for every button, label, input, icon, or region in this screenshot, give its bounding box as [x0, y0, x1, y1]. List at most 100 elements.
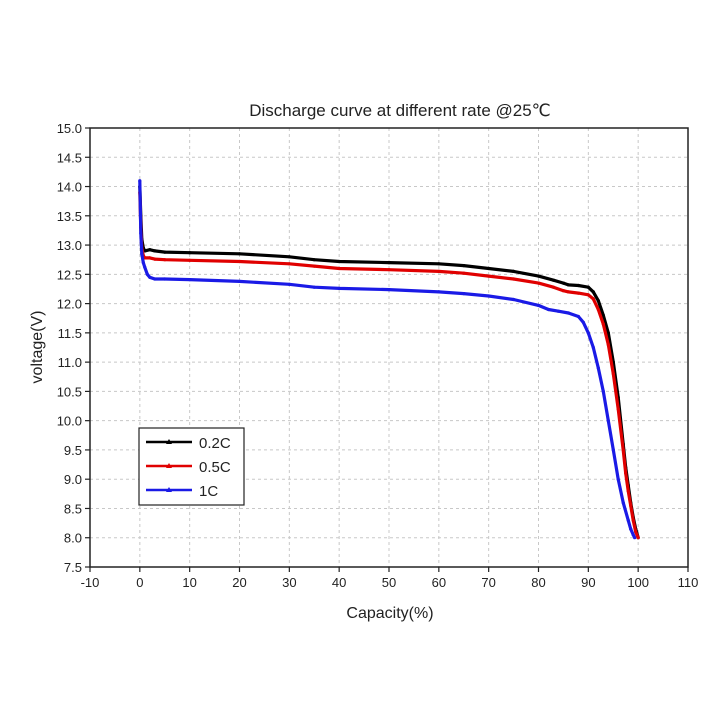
- series-point-02c: [153, 249, 157, 253]
- series-point-1c: [629, 527, 633, 531]
- legend-marker-05c: [166, 463, 172, 468]
- series-point-02c: [163, 250, 167, 254]
- series-point-1c: [611, 448, 615, 452]
- series-point-05c: [148, 256, 152, 260]
- series-point-1c: [140, 252, 144, 256]
- chart-title: Discharge curve at different rate @25℃: [249, 101, 551, 120]
- series-point-1c: [163, 277, 167, 281]
- series-point-02c: [561, 281, 566, 285]
- series-point-1c: [462, 292, 466, 296]
- series-point-1c: [586, 331, 590, 335]
- y-tick-label: 13.0: [57, 238, 82, 253]
- x-axis-label: Capacity(%): [346, 605, 433, 622]
- y-tick-label: 10.5: [57, 384, 82, 399]
- series-point-1c: [511, 297, 516, 302]
- series-point-1c: [139, 231, 143, 235]
- series-point-1c: [337, 286, 341, 290]
- series-point-05c: [624, 471, 628, 475]
- series-point-05c: [487, 274, 491, 278]
- series-layer: [138, 179, 640, 540]
- series-point-1c: [312, 285, 316, 289]
- y-tick-label: 8.0: [64, 531, 82, 546]
- series-point-02c: [148, 248, 152, 252]
- series-point-1c: [188, 278, 192, 282]
- series-point-1c: [633, 536, 637, 540]
- series-point-1c: [153, 277, 157, 281]
- axis-ticks: -10 0 10 20 30 40 50 60 70 80 90 100 110 7.5 8.0 8.5 9.0…: [57, 121, 699, 590]
- series-point-02c: [576, 283, 581, 288]
- x-tick-label: 60: [432, 575, 446, 590]
- series-point-1c: [536, 303, 541, 307]
- series-point-02c: [337, 259, 341, 264]
- y-tick-label: 15.0: [57, 121, 82, 136]
- series-point-1c: [387, 288, 391, 292]
- series-point-02c: [287, 255, 291, 259]
- series-point-05c: [462, 271, 466, 275]
- x-tick-label: 80: [531, 575, 545, 590]
- series-point-05c: [536, 281, 541, 285]
- x-tick-label: 0: [136, 575, 143, 590]
- series-point-05c: [437, 269, 441, 273]
- series-point-1c: [591, 345, 595, 350]
- series-point-1c: [621, 501, 625, 505]
- series-point-1c: [141, 261, 145, 265]
- series-point-1c: [487, 294, 491, 298]
- series-point-02c: [237, 252, 242, 256]
- series-point-05c: [626, 489, 630, 493]
- y-tick-label: 8.5: [64, 501, 82, 516]
- series-point-1c: [596, 366, 600, 370]
- series-point-05c: [601, 322, 605, 326]
- x-tick-label: 40: [332, 575, 346, 590]
- series-point-1c: [576, 314, 581, 319]
- x-tick-label: 20: [232, 575, 246, 590]
- y-tick-label: 9.5: [64, 443, 82, 458]
- legend-marker-1c: [166, 487, 172, 492]
- x-tick-label: 10: [182, 575, 196, 590]
- legend-marker-02c: [166, 439, 172, 444]
- series-point-05c: [163, 258, 167, 262]
- series-point-02c: [596, 299, 600, 303]
- series-point-05c: [606, 343, 610, 347]
- series-point-1c: [566, 311, 571, 315]
- series-point-05c: [188, 258, 192, 262]
- y-tick-label: 7.5: [64, 560, 82, 575]
- series-point-05c: [636, 536, 640, 540]
- series-point-02c: [462, 264, 466, 268]
- x-tick-label: 90: [581, 575, 595, 590]
- series-point-05c: [586, 293, 590, 297]
- series-point-02c: [188, 251, 192, 255]
- series-point-02c: [312, 258, 316, 262]
- series-point-1c: [287, 282, 291, 286]
- series-point-02c: [566, 283, 571, 287]
- series-point-1c: [237, 279, 242, 283]
- series-point-1c: [631, 533, 635, 537]
- y-tick-label: 14.5: [57, 150, 82, 165]
- series-point-1c: [581, 320, 585, 324]
- series-point-05c: [561, 289, 566, 293]
- series-point-05c: [596, 307, 600, 312]
- series-point-05c: [237, 259, 242, 264]
- legend-label-02c: 0.2C: [199, 435, 231, 452]
- series-point-05c: [337, 266, 341, 271]
- series-point-05c: [551, 285, 556, 289]
- series-point-02c: [487, 266, 491, 271]
- x-tick-label: 30: [282, 575, 296, 590]
- series-point-1c: [626, 518, 630, 522]
- series-point-05c: [566, 290, 571, 294]
- y-tick-label: 12.5: [57, 267, 82, 282]
- x-tick-label: 70: [481, 575, 495, 590]
- series-point-1c: [145, 272, 149, 276]
- series-point-1c: [143, 265, 147, 269]
- y-axis-label: voltage(V): [29, 311, 46, 384]
- series-point-1c: [616, 477, 620, 481]
- series-point-1c: [138, 179, 142, 183]
- series-point-05c: [511, 277, 516, 281]
- y-tick-label: 14.0: [57, 180, 82, 195]
- series-point-05c: [616, 407, 620, 411]
- series-point-02c: [551, 278, 556, 282]
- series-point-02c: [437, 262, 441, 266]
- y-tick-label: 12.0: [57, 297, 82, 312]
- series-point-05c: [153, 257, 157, 261]
- series-point-02c: [511, 269, 516, 273]
